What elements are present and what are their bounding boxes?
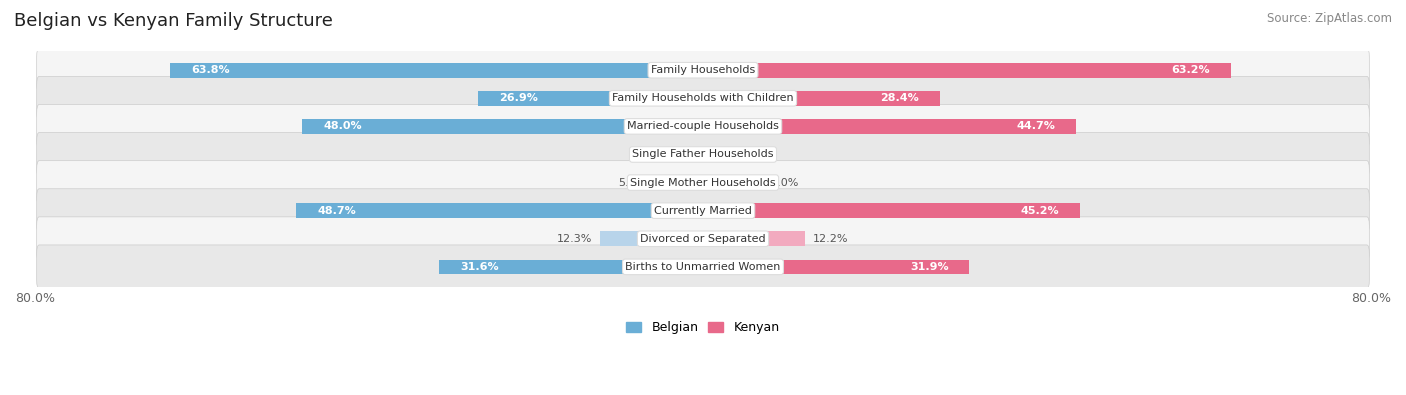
FancyBboxPatch shape	[37, 133, 1369, 177]
Bar	[703, 175, 762, 190]
Bar	[703, 119, 1076, 134]
Text: 12.2%: 12.2%	[813, 234, 849, 244]
FancyBboxPatch shape	[37, 161, 1369, 205]
FancyBboxPatch shape	[37, 245, 1369, 289]
Text: 63.8%: 63.8%	[191, 65, 229, 75]
Bar	[703, 91, 941, 105]
Text: 31.9%: 31.9%	[910, 262, 949, 272]
Bar	[302, 119, 703, 134]
Text: 28.4%: 28.4%	[880, 93, 920, 103]
Text: 45.2%: 45.2%	[1021, 206, 1060, 216]
Text: Family Households with Children: Family Households with Children	[612, 93, 794, 103]
Text: 44.7%: 44.7%	[1017, 121, 1056, 132]
Text: 48.0%: 48.0%	[323, 121, 361, 132]
FancyBboxPatch shape	[37, 76, 1369, 120]
Bar	[703, 231, 804, 246]
FancyBboxPatch shape	[37, 217, 1369, 261]
Text: Family Households: Family Households	[651, 65, 755, 75]
Text: Married-couple Households: Married-couple Households	[627, 121, 779, 132]
FancyBboxPatch shape	[37, 105, 1369, 148]
Bar	[703, 203, 1080, 218]
Text: 7.0%: 7.0%	[770, 178, 799, 188]
Text: 63.2%: 63.2%	[1171, 65, 1209, 75]
Text: 2.4%: 2.4%	[731, 149, 759, 160]
Bar	[170, 63, 703, 77]
Text: Belgian vs Kenyan Family Structure: Belgian vs Kenyan Family Structure	[14, 12, 333, 30]
Bar	[703, 147, 723, 162]
Text: 2.3%: 2.3%	[647, 149, 675, 160]
Text: Births to Unmarried Women: Births to Unmarried Women	[626, 262, 780, 272]
Bar	[683, 147, 703, 162]
Text: 26.9%: 26.9%	[499, 93, 538, 103]
Bar	[297, 203, 703, 218]
Bar	[600, 231, 703, 246]
Text: Source: ZipAtlas.com: Source: ZipAtlas.com	[1267, 12, 1392, 25]
Bar	[655, 175, 703, 190]
Text: Single Mother Households: Single Mother Households	[630, 178, 776, 188]
Bar	[703, 260, 969, 274]
Text: 12.3%: 12.3%	[557, 234, 592, 244]
Text: 31.6%: 31.6%	[460, 262, 499, 272]
Legend: Belgian, Kenyan: Belgian, Kenyan	[621, 316, 785, 339]
FancyBboxPatch shape	[37, 189, 1369, 233]
Text: Single Father Households: Single Father Households	[633, 149, 773, 160]
Bar	[439, 260, 703, 274]
FancyBboxPatch shape	[37, 48, 1369, 92]
Text: 5.8%: 5.8%	[617, 178, 647, 188]
Bar	[703, 63, 1230, 77]
Bar	[478, 91, 703, 105]
Text: Currently Married: Currently Married	[654, 206, 752, 216]
Text: 48.7%: 48.7%	[318, 206, 356, 216]
Text: Divorced or Separated: Divorced or Separated	[640, 234, 766, 244]
